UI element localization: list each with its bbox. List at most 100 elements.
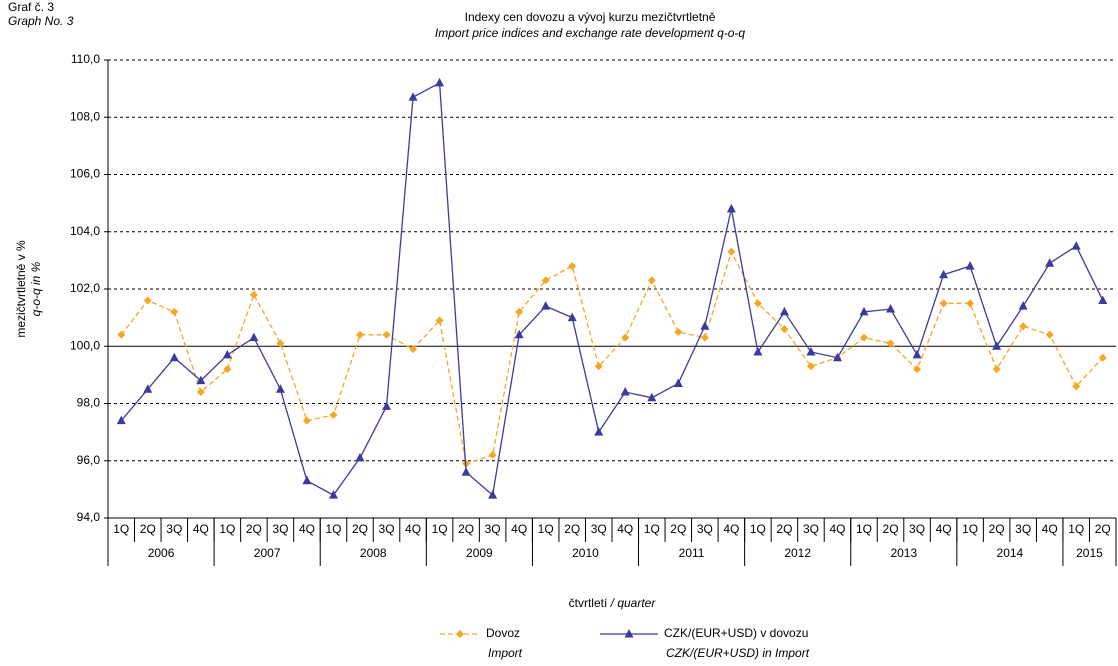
data-point xyxy=(567,312,577,322)
data-point xyxy=(886,304,896,313)
x-tick-label: 2Q xyxy=(989,522,1005,536)
data-point xyxy=(328,490,338,499)
data-point xyxy=(965,261,975,270)
x-group-label: 2010 xyxy=(572,546,599,560)
y-tick-label: 96,0 xyxy=(77,453,101,467)
data-point xyxy=(673,378,683,387)
data-point xyxy=(541,301,551,310)
data-point xyxy=(302,475,312,485)
y-tick-label: 110,0 xyxy=(71,52,100,66)
x-group-label: 2007 xyxy=(254,546,281,560)
x-tick-label: 4Q xyxy=(299,522,315,536)
x-tick-label: 2Q xyxy=(776,522,792,536)
x-tick-label: 3Q xyxy=(166,522,182,536)
data-point xyxy=(992,341,1002,350)
data-point xyxy=(727,247,736,256)
x-tick-label: 1Q xyxy=(644,522,660,536)
data-point xyxy=(409,345,418,354)
x-tick-label: 1Q xyxy=(856,522,872,536)
x-tick-label: 4Q xyxy=(405,522,421,536)
x-tick-label: 3Q xyxy=(803,522,819,536)
data-point xyxy=(435,316,444,325)
x-tick-label: 4Q xyxy=(617,522,633,536)
data-point xyxy=(966,299,975,308)
legend-label: CZK/(EUR+USD) v dovozu xyxy=(664,626,808,640)
x-axis-label-cz: čtvrtletí xyxy=(569,596,608,610)
data-point xyxy=(382,330,391,339)
x-tick-label: 3Q xyxy=(1015,522,1031,536)
data-point xyxy=(169,352,179,362)
data-point xyxy=(196,375,206,385)
x-tick-label: 4Q xyxy=(511,522,527,536)
y-tick-label: 98,0 xyxy=(77,396,101,410)
data-point xyxy=(753,346,763,356)
data-point xyxy=(886,339,895,348)
legend-marker xyxy=(624,629,634,638)
series-line xyxy=(120,250,1104,465)
data-point xyxy=(196,388,205,397)
x-group-label: 2015 xyxy=(1076,546,1103,560)
y-tick-label: 108,0 xyxy=(70,109,100,123)
data-point xyxy=(1071,241,1081,250)
data-point xyxy=(249,332,259,342)
data-point xyxy=(832,352,842,362)
x-tick-label: 2Q xyxy=(564,522,580,536)
data-point xyxy=(700,333,709,342)
x-axis-label: čtvrtletí / quarter xyxy=(569,596,657,610)
data-point xyxy=(382,401,392,410)
data-point xyxy=(913,365,922,374)
series-line xyxy=(120,81,1104,497)
x-tick-label: 3Q xyxy=(485,522,501,536)
data-point xyxy=(143,384,153,393)
x-tick-label: 1Q xyxy=(1068,522,1084,536)
x-tick-label: 3Q xyxy=(909,522,925,536)
data-point xyxy=(992,365,1001,374)
x-tick-label: 2Q xyxy=(670,522,686,536)
data-point xyxy=(223,365,232,374)
data-point xyxy=(541,276,550,285)
x-tick-label: 2Q xyxy=(352,522,368,536)
x-tick-label: 1Q xyxy=(750,522,766,536)
data-point xyxy=(170,307,179,316)
data-point xyxy=(435,77,445,87)
x-group-label: 2013 xyxy=(890,546,917,560)
data-point xyxy=(1098,353,1107,362)
data-point xyxy=(1019,322,1028,331)
y-axis-label-en: q-o-q in % xyxy=(29,261,43,316)
x-axis-label-en: / quarter xyxy=(610,596,657,610)
legend-label-en: CZK/(EUR+USD) in Import xyxy=(666,646,810,660)
data-point xyxy=(859,306,869,316)
data-point xyxy=(620,387,630,396)
y-axis-label: mezičtvrtletně v % xyxy=(14,240,28,338)
data-point xyxy=(860,333,868,342)
data-point xyxy=(779,306,789,316)
x-tick-label: 1Q xyxy=(113,522,129,536)
y-tick-label: 100,0 xyxy=(70,338,100,352)
data-point xyxy=(806,346,816,356)
data-point xyxy=(143,296,152,305)
x-tick-label: 2Q xyxy=(246,522,262,536)
legend-marker xyxy=(456,630,464,638)
data-point xyxy=(461,467,471,476)
x-group-label: 2006 xyxy=(148,546,175,560)
data-point xyxy=(117,330,126,339)
data-point xyxy=(356,330,364,339)
x-group-label: 2012 xyxy=(784,546,811,560)
x-tick-label: 1Q xyxy=(962,522,978,536)
x-tick-label: 3Q xyxy=(379,522,395,536)
y-tick-label: 104,0 xyxy=(70,224,100,238)
graph-label: Graf č. 3 xyxy=(8,0,54,14)
y-tick-label: 106,0 xyxy=(70,167,100,181)
data-point xyxy=(275,384,285,393)
data-point xyxy=(302,416,311,425)
data-point xyxy=(1045,258,1055,267)
chart-subtitle: Import price indices and exchange rate d… xyxy=(435,26,746,40)
data-point xyxy=(1018,301,1028,310)
data-point xyxy=(1045,330,1054,339)
data-point xyxy=(355,452,365,462)
data-point xyxy=(408,92,418,101)
data-point xyxy=(939,269,949,279)
data-point xyxy=(1098,295,1108,304)
data-point xyxy=(1072,382,1081,391)
